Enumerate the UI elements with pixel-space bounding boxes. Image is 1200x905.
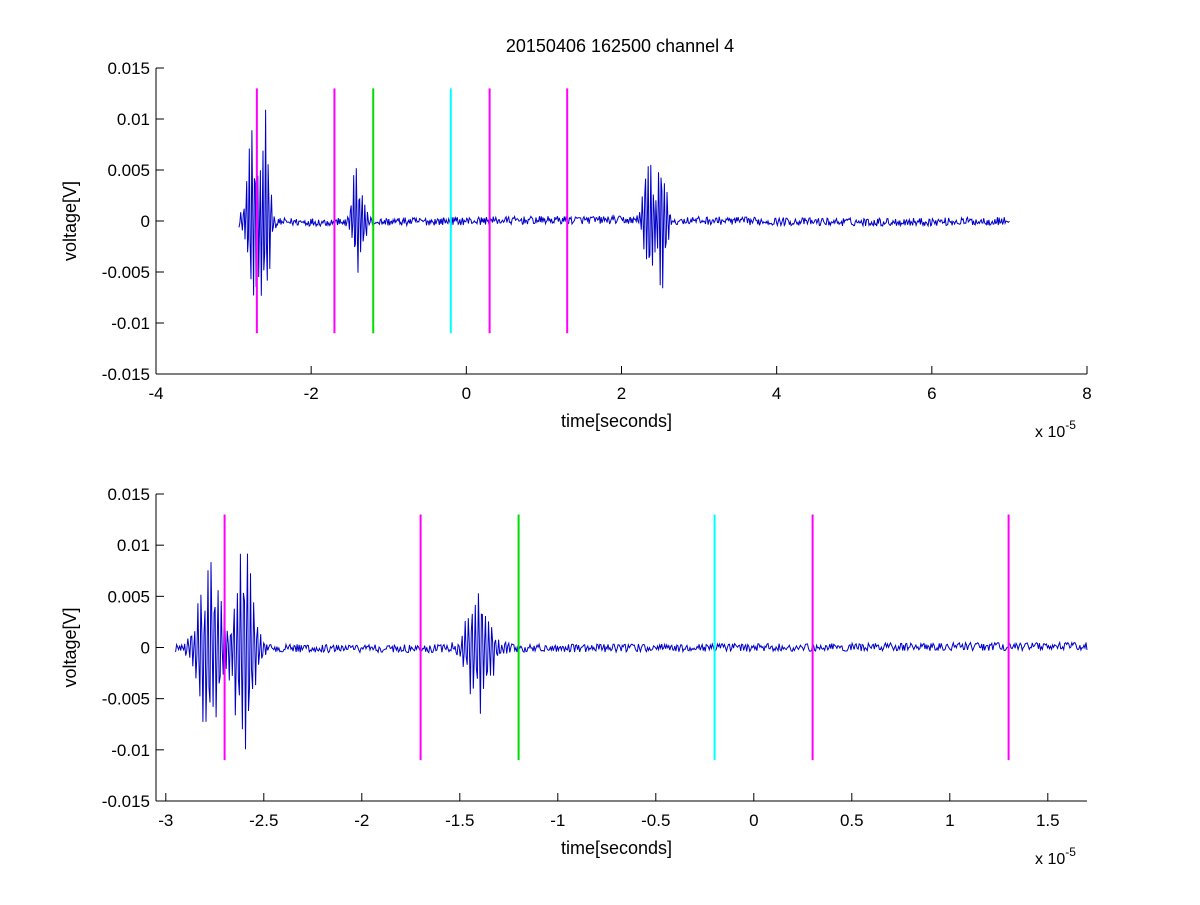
y-tick-label: 0.005 bbox=[107, 161, 150, 180]
x-tick-label: -2 bbox=[304, 384, 319, 403]
x-axis-label: time[seconds] bbox=[561, 838, 672, 858]
x-axis-label: time[seconds] bbox=[561, 411, 672, 431]
y-tick-label: -0.015 bbox=[102, 365, 150, 384]
y-tick-label: 0.01 bbox=[117, 110, 150, 129]
x-multiplier: x 10-5 bbox=[1035, 418, 1076, 441]
y-axis-label: voltage[V] bbox=[60, 607, 80, 687]
bottom-plot: 0.015 0.01 0.005 0 -0.005 -0.01 -0.015 -3 -2.5 -2… bbox=[60, 485, 1088, 868]
x-tick-label: -1.5 bbox=[445, 811, 474, 830]
x-tick-label: 0 bbox=[462, 384, 471, 403]
y-tick-label: -0.01 bbox=[111, 741, 150, 760]
figure-title: 20150406 162500 channel 4 bbox=[506, 36, 734, 56]
signal-trace bbox=[238, 109, 1010, 296]
y-tick-label: 0.01 bbox=[117, 536, 150, 555]
x-tick-label: -2 bbox=[354, 811, 369, 830]
x-tick-label: 1.5 bbox=[1036, 811, 1060, 830]
top-plot: 0.015 0.01 0.005 0 -0.005 -0.01 -0.015-4 -2 0 2 4 6… bbox=[60, 59, 1092, 441]
x-tick-label: 8 bbox=[1082, 384, 1091, 403]
y-tick-label: 0 bbox=[141, 639, 150, 658]
y-tick-label: -0.015 bbox=[102, 792, 150, 811]
x-tick-label: -3 bbox=[158, 811, 173, 830]
x-multiplier: x 10-5 bbox=[1035, 845, 1076, 868]
signal-trace bbox=[175, 553, 1088, 750]
x-multiplier-exponent: -5 bbox=[1065, 418, 1076, 432]
y-tick-label: 0.015 bbox=[107, 485, 150, 504]
x-tick-label: 0.5 bbox=[840, 811, 864, 830]
y-tick-label: 0.015 bbox=[107, 59, 150, 78]
x-tick-label: 6 bbox=[927, 384, 936, 403]
y-axis-label: voltage[V] bbox=[60, 181, 80, 261]
x-multiplier-exponent: -5 bbox=[1065, 845, 1076, 859]
x-tick-label: -4 bbox=[148, 384, 163, 403]
x-tick-label: 1 bbox=[945, 811, 954, 830]
x-tick-label: 2 bbox=[617, 384, 626, 403]
x-tick-label: -2.5 bbox=[249, 811, 278, 830]
y-tick-label: 0.005 bbox=[107, 587, 150, 606]
x-tick-label: 0 bbox=[749, 811, 758, 830]
y-tick-label: 0 bbox=[141, 212, 150, 231]
x-tick-label: -1 bbox=[550, 811, 565, 830]
x-tick-label: 4 bbox=[772, 384, 781, 403]
x-tick-label: -0.5 bbox=[641, 811, 670, 830]
y-tick-label: -0.01 bbox=[111, 314, 150, 333]
y-tick-label: -0.005 bbox=[102, 263, 150, 282]
y-tick-label: -0.005 bbox=[102, 690, 150, 709]
